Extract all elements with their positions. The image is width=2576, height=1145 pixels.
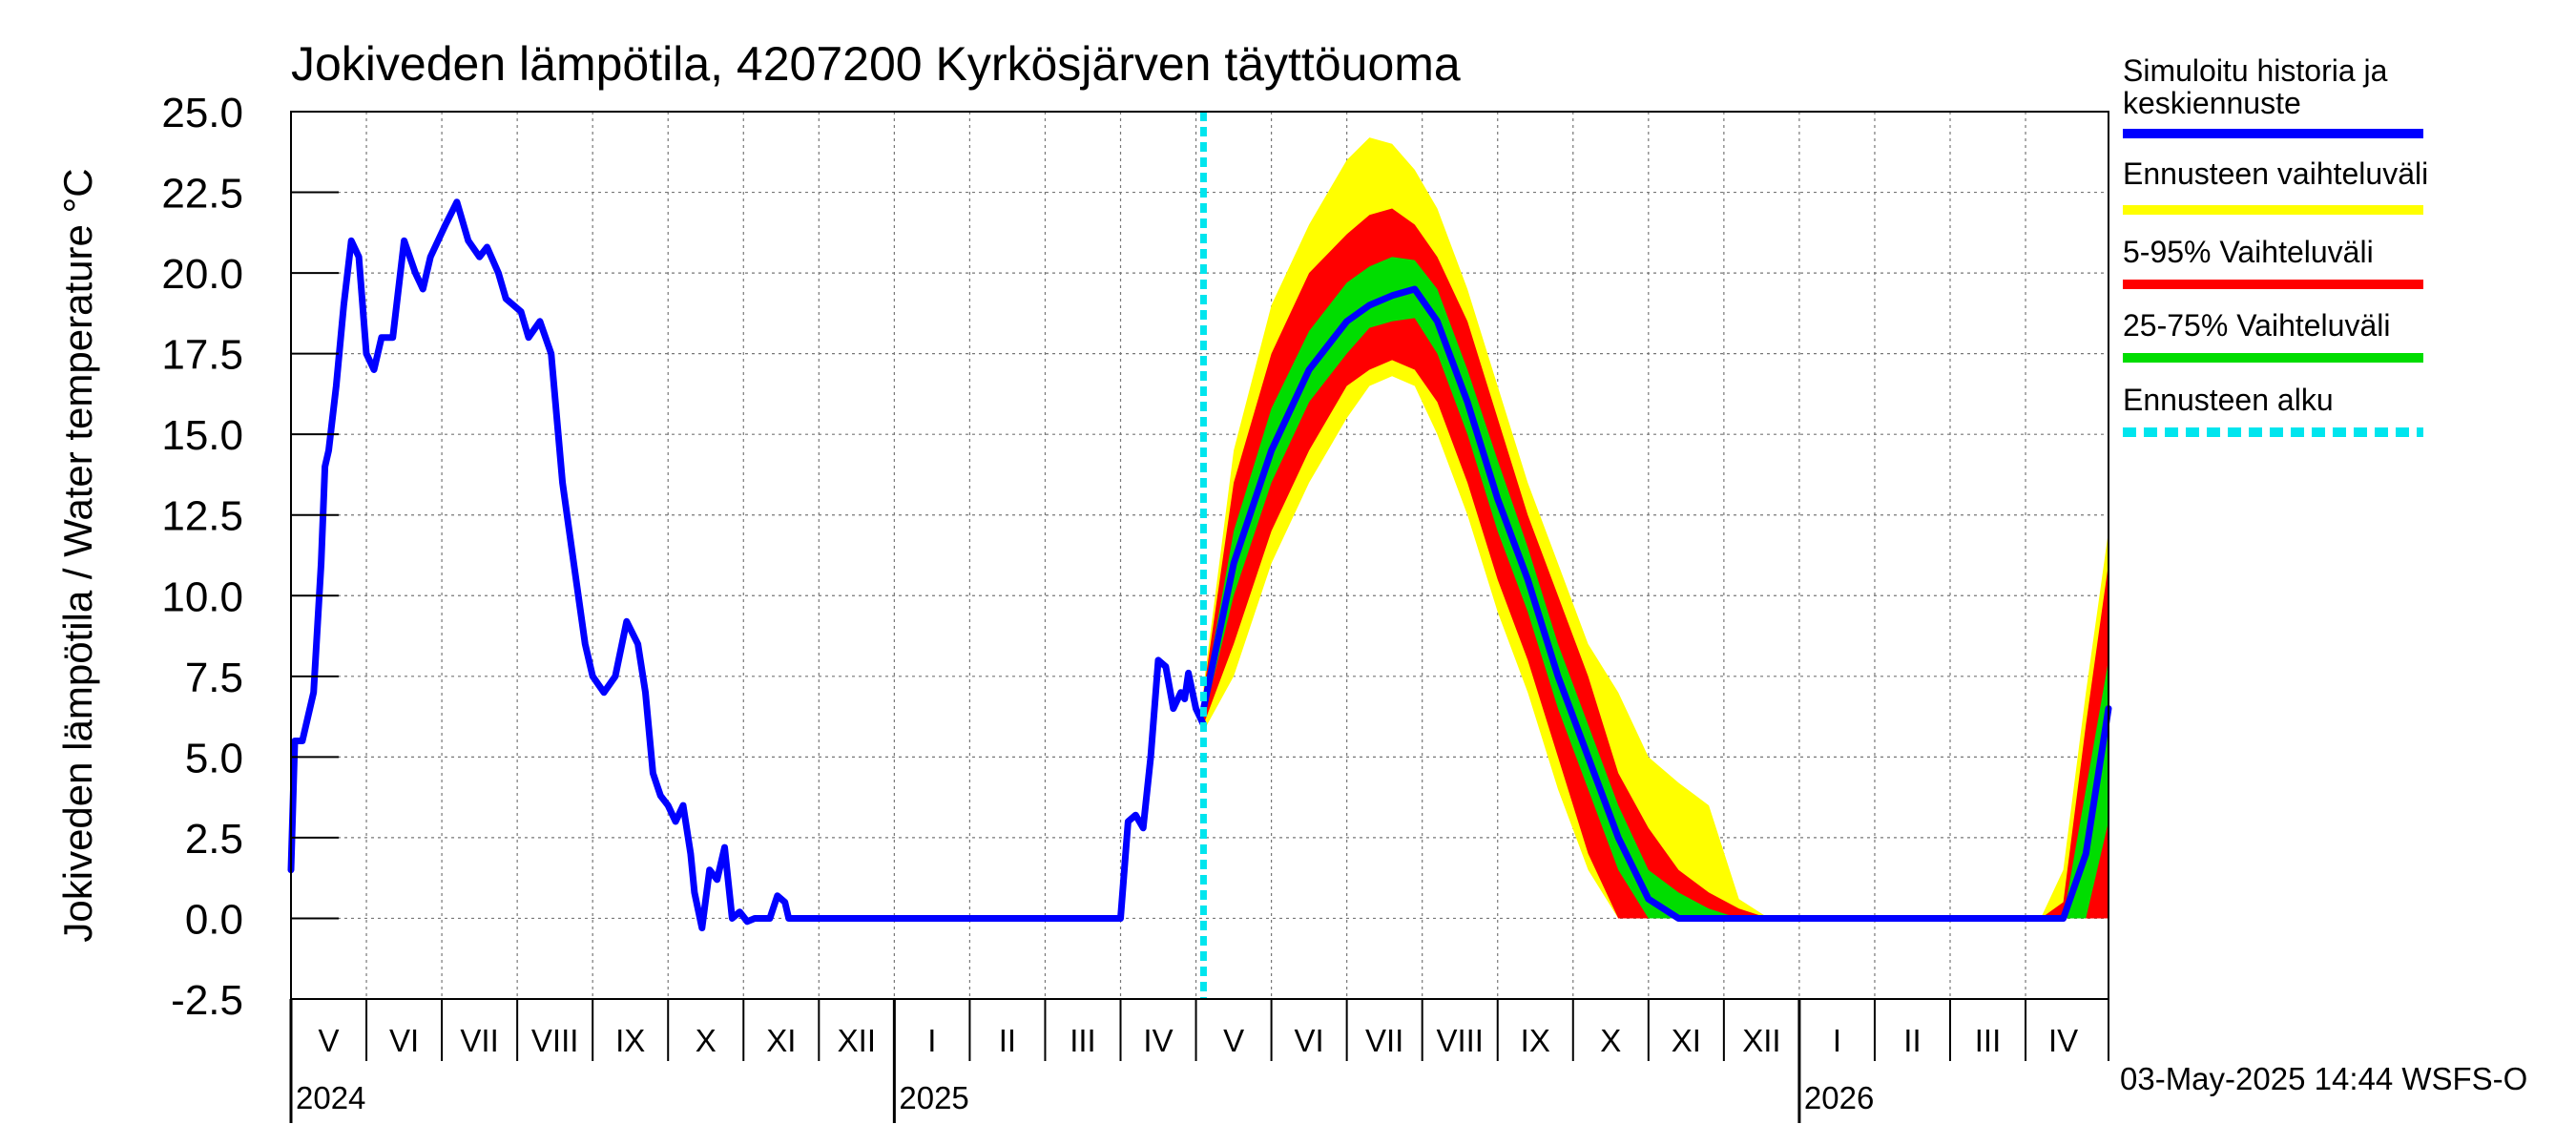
y-tick-label: -2.5 [171,977,243,1024]
month-label: VI [1295,1023,1324,1058]
grid [291,111,2109,1000]
y-tick-label: 10.0 [161,573,243,620]
year-label: 2024 [296,1080,365,1115]
month-label: II [1903,1023,1921,1058]
month-label: XI [1672,1023,1701,1058]
month-label: IX [615,1023,645,1058]
legend-label-line: keskiennuste [2123,86,2301,120]
y-tick-label: 0.0 [185,896,243,943]
month-label: II [999,1023,1016,1058]
month-label: VIII [531,1023,579,1058]
month-label: III [1070,1023,1096,1058]
legend-label: Simuloitu historia ja keskiennuste [2123,53,2388,120]
y-tick-label: 12.5 [161,493,243,540]
y-tick-label: 2.5 [185,816,243,863]
legend-label: 5-95% Vaihteluväli [2123,235,2374,269]
month-label: VII [460,1023,498,1058]
y-axis-label: Jokiveden lämpötila / Water temperature … [55,168,100,942]
chart-title: Jokiveden lämpötila, 4207200 Kyrkösjärve… [291,37,1461,91]
legend-label: Ennusteen vaihteluväli [2123,156,2428,191]
month-label: VIII [1436,1023,1484,1058]
y-tick-label: 25.0 [161,90,243,136]
month-label: XI [766,1023,796,1058]
month-label: VII [1365,1023,1403,1058]
month-label: IX [1521,1023,1550,1058]
month-label: XII [838,1023,876,1058]
legend-label: 25-75% Vaihteluväli [2123,308,2390,343]
month-label: VI [389,1023,419,1058]
y-tick-label: 17.5 [161,332,243,379]
month-label: I [1833,1023,1841,1058]
footer-timestamp: 03-May-2025 14:44 WSFS-O [2120,1061,2527,1096]
month-label: V [319,1023,340,1058]
legend-label-line: Simuloitu historia ja [2123,53,2388,88]
y-tick-label: 20.0 [161,251,243,298]
month-label: IV [2048,1023,2078,1058]
y-tick-label: 7.5 [185,655,243,701]
legend: Simuloitu historia ja keskiennuste Ennuste… [2123,53,2428,437]
month-label: X [696,1023,717,1058]
legend-label: Ennusteen alku [2123,383,2334,417]
month-label: X [1600,1023,1621,1058]
month-label: XII [1742,1023,1780,1058]
x-axis-ticks: V VI VII VIII IX X XI XII I II III IV V VI VII VIII IX X X… [289,999,2109,1123]
history-line [287,198,1207,932]
plot-frame [290,111,2109,1000]
month-label: III [1975,1023,2002,1058]
y-tick-label: 15.0 [161,412,243,459]
y-tick-label: 5.0 [185,735,243,781]
median-forecast-line [1200,285,2112,922]
forecast-bands [1203,137,2109,919]
month-label: V [1223,1023,1244,1058]
year-label: 2026 [1804,1080,1874,1115]
month-label: I [927,1023,936,1058]
band-5-95 [1203,208,2109,919]
series-lines [287,112,2112,999]
y-tick-label: 22.5 [161,171,243,218]
y-axis-ticks: 25.0 22.5 20.0 17.5 15.0 12.5 10.0 7.5 5.0 2.5 0.0… [161,90,339,1024]
year-label: 2025 [899,1080,968,1115]
month-label: IV [1143,1023,1173,1058]
